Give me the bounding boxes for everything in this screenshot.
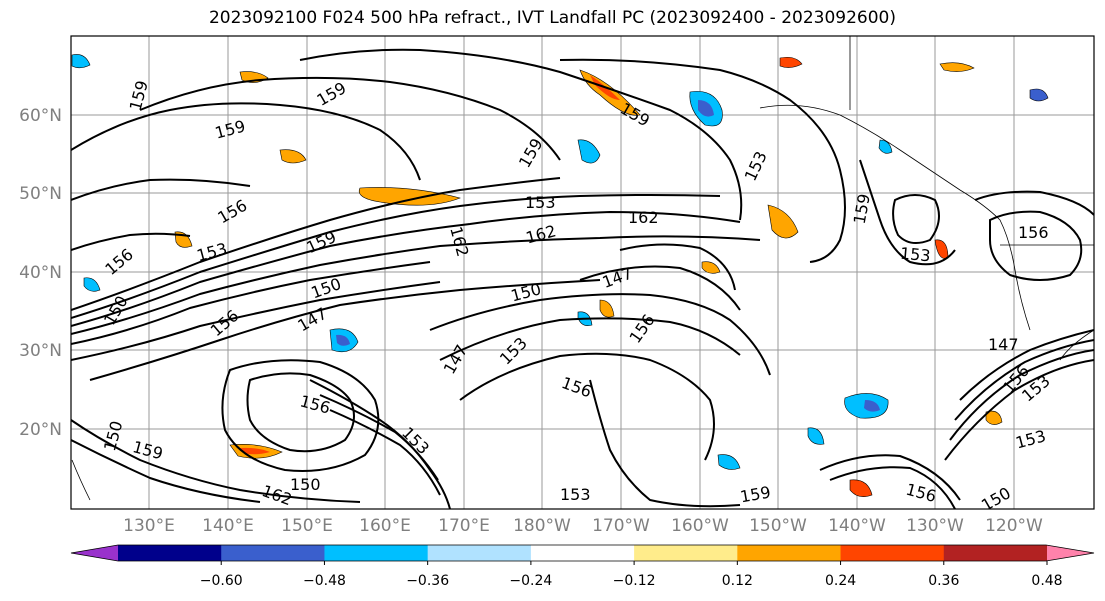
lon-label: 170°W	[592, 516, 650, 536]
lat-label: 60°N	[19, 106, 62, 126]
lon-label: 160°E	[359, 516, 411, 536]
contour-lines	[71, 48, 1094, 509]
contour-label: 156	[1018, 223, 1049, 242]
lon-label: 170°E	[438, 516, 490, 536]
colorbar: −0.60 −0.48 −0.36 −0.24 −0.12 0.12 0.24 0.36 0.4…	[70, 544, 1095, 589]
lat-label: 20°N	[19, 420, 62, 440]
contour-label: 153	[899, 244, 931, 266]
colorbar-extend-max	[1047, 545, 1094, 561]
lat-label: 40°N	[19, 263, 62, 283]
colorbar-segment	[840, 545, 945, 561]
colorbar-tick-label: 0.36	[928, 573, 959, 589]
colorbar-segment	[530, 545, 635, 561]
contour-label: 147	[988, 335, 1019, 354]
colorbar-tick-label: −0.12	[613, 573, 656, 589]
longitude-labels: 130°E 140°E 150°E 160°E 170°E 180°W 170°…	[123, 516, 1043, 536]
anomaly-patches	[71, 54, 1049, 497]
colorbar-segment	[943, 545, 1048, 561]
colorbar-segment	[221, 545, 325, 561]
colorbar-extend-min	[71, 545, 118, 561]
contour-label: 162	[628, 208, 659, 227]
lon-label: 140°W	[828, 516, 886, 536]
lon-label: 130°E	[123, 516, 175, 536]
colorbar-tick-label: 0.48	[1031, 573, 1062, 589]
colorbar-outline	[70, 544, 1095, 562]
lat-label: 30°N	[19, 341, 62, 361]
lon-label: 150°E	[281, 516, 333, 536]
colorbar-ticks: −0.60 −0.48 −0.36 −0.24 −0.12 0.12 0.24 0.36 0.4…	[200, 561, 1063, 589]
lon-label: 160°W	[671, 516, 729, 536]
colorbar-tick-label: 0.24	[825, 573, 856, 589]
colorbar-segment	[118, 545, 222, 561]
lon-label: 120°W	[985, 516, 1043, 536]
lon-label: 130°W	[906, 516, 964, 536]
contour-label: 153	[560, 485, 591, 504]
colorbar-segment	[634, 545, 738, 561]
map-title: 2023092100 F024 500 hPa refract., IVT La…	[208, 8, 896, 28]
colorbar-segment	[427, 545, 532, 561]
lat-label: 50°N	[19, 184, 62, 204]
lon-label: 150°W	[749, 516, 807, 536]
contour-label: 153	[525, 193, 556, 212]
colorbar-tick-label: −0.24	[509, 573, 552, 589]
map-frame	[70, 35, 1095, 510]
colorbar-segments	[71, 545, 1094, 561]
graticule	[71, 36, 1094, 509]
latitude-labels: 60°N 50°N 40°N 30°N 20°N	[19, 106, 62, 440]
colorbar-tick-label: −0.60	[200, 573, 243, 589]
contour-label: 150	[290, 475, 321, 494]
colorbar-segment	[324, 545, 429, 561]
colorbar-tick-label: −0.48	[303, 573, 346, 589]
colorbar-tick-label: 0.12	[722, 573, 753, 589]
colorbar-segment	[737, 545, 842, 561]
lon-label: 180°W	[513, 516, 571, 536]
lon-label: 140°E	[202, 516, 254, 536]
colorbar-tick-label: −0.36	[406, 573, 449, 589]
